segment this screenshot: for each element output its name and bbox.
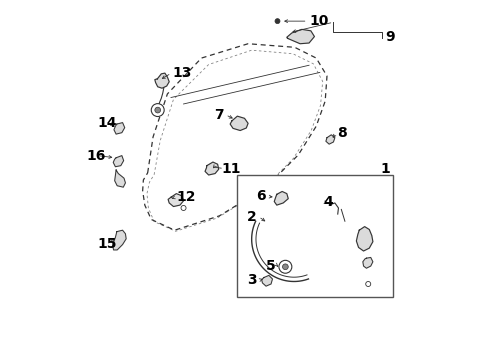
Text: 6: 6 xyxy=(256,189,265,203)
Circle shape xyxy=(155,107,160,113)
Bar xyxy=(236,175,392,297)
Text: 1: 1 xyxy=(380,162,390,176)
Polygon shape xyxy=(114,123,124,134)
Text: 5: 5 xyxy=(266,259,276,273)
Text: 7: 7 xyxy=(214,108,223,122)
Polygon shape xyxy=(286,30,314,44)
Text: 12: 12 xyxy=(176,190,196,204)
Polygon shape xyxy=(356,226,372,251)
Polygon shape xyxy=(362,257,372,268)
Text: 8: 8 xyxy=(336,126,346,140)
Text: 13: 13 xyxy=(172,66,191,80)
Polygon shape xyxy=(112,230,126,250)
Circle shape xyxy=(274,19,280,24)
Circle shape xyxy=(181,206,185,211)
Text: 9: 9 xyxy=(384,30,394,44)
Polygon shape xyxy=(204,162,218,175)
Polygon shape xyxy=(274,192,287,205)
Circle shape xyxy=(282,264,287,270)
Polygon shape xyxy=(261,275,272,286)
Text: 3: 3 xyxy=(246,273,256,287)
Circle shape xyxy=(365,282,370,287)
Polygon shape xyxy=(113,156,123,167)
Text: 11: 11 xyxy=(222,162,241,176)
Polygon shape xyxy=(230,116,247,131)
Text: 15: 15 xyxy=(97,237,117,251)
Circle shape xyxy=(151,104,164,117)
Text: 2: 2 xyxy=(246,210,256,224)
Circle shape xyxy=(278,260,291,273)
Text: 4: 4 xyxy=(323,194,332,208)
Polygon shape xyxy=(325,135,334,144)
Text: 14: 14 xyxy=(97,116,117,130)
Text: 16: 16 xyxy=(86,149,106,163)
Text: 10: 10 xyxy=(308,14,328,28)
Polygon shape xyxy=(115,170,125,187)
Polygon shape xyxy=(168,194,183,207)
Polygon shape xyxy=(155,73,169,88)
